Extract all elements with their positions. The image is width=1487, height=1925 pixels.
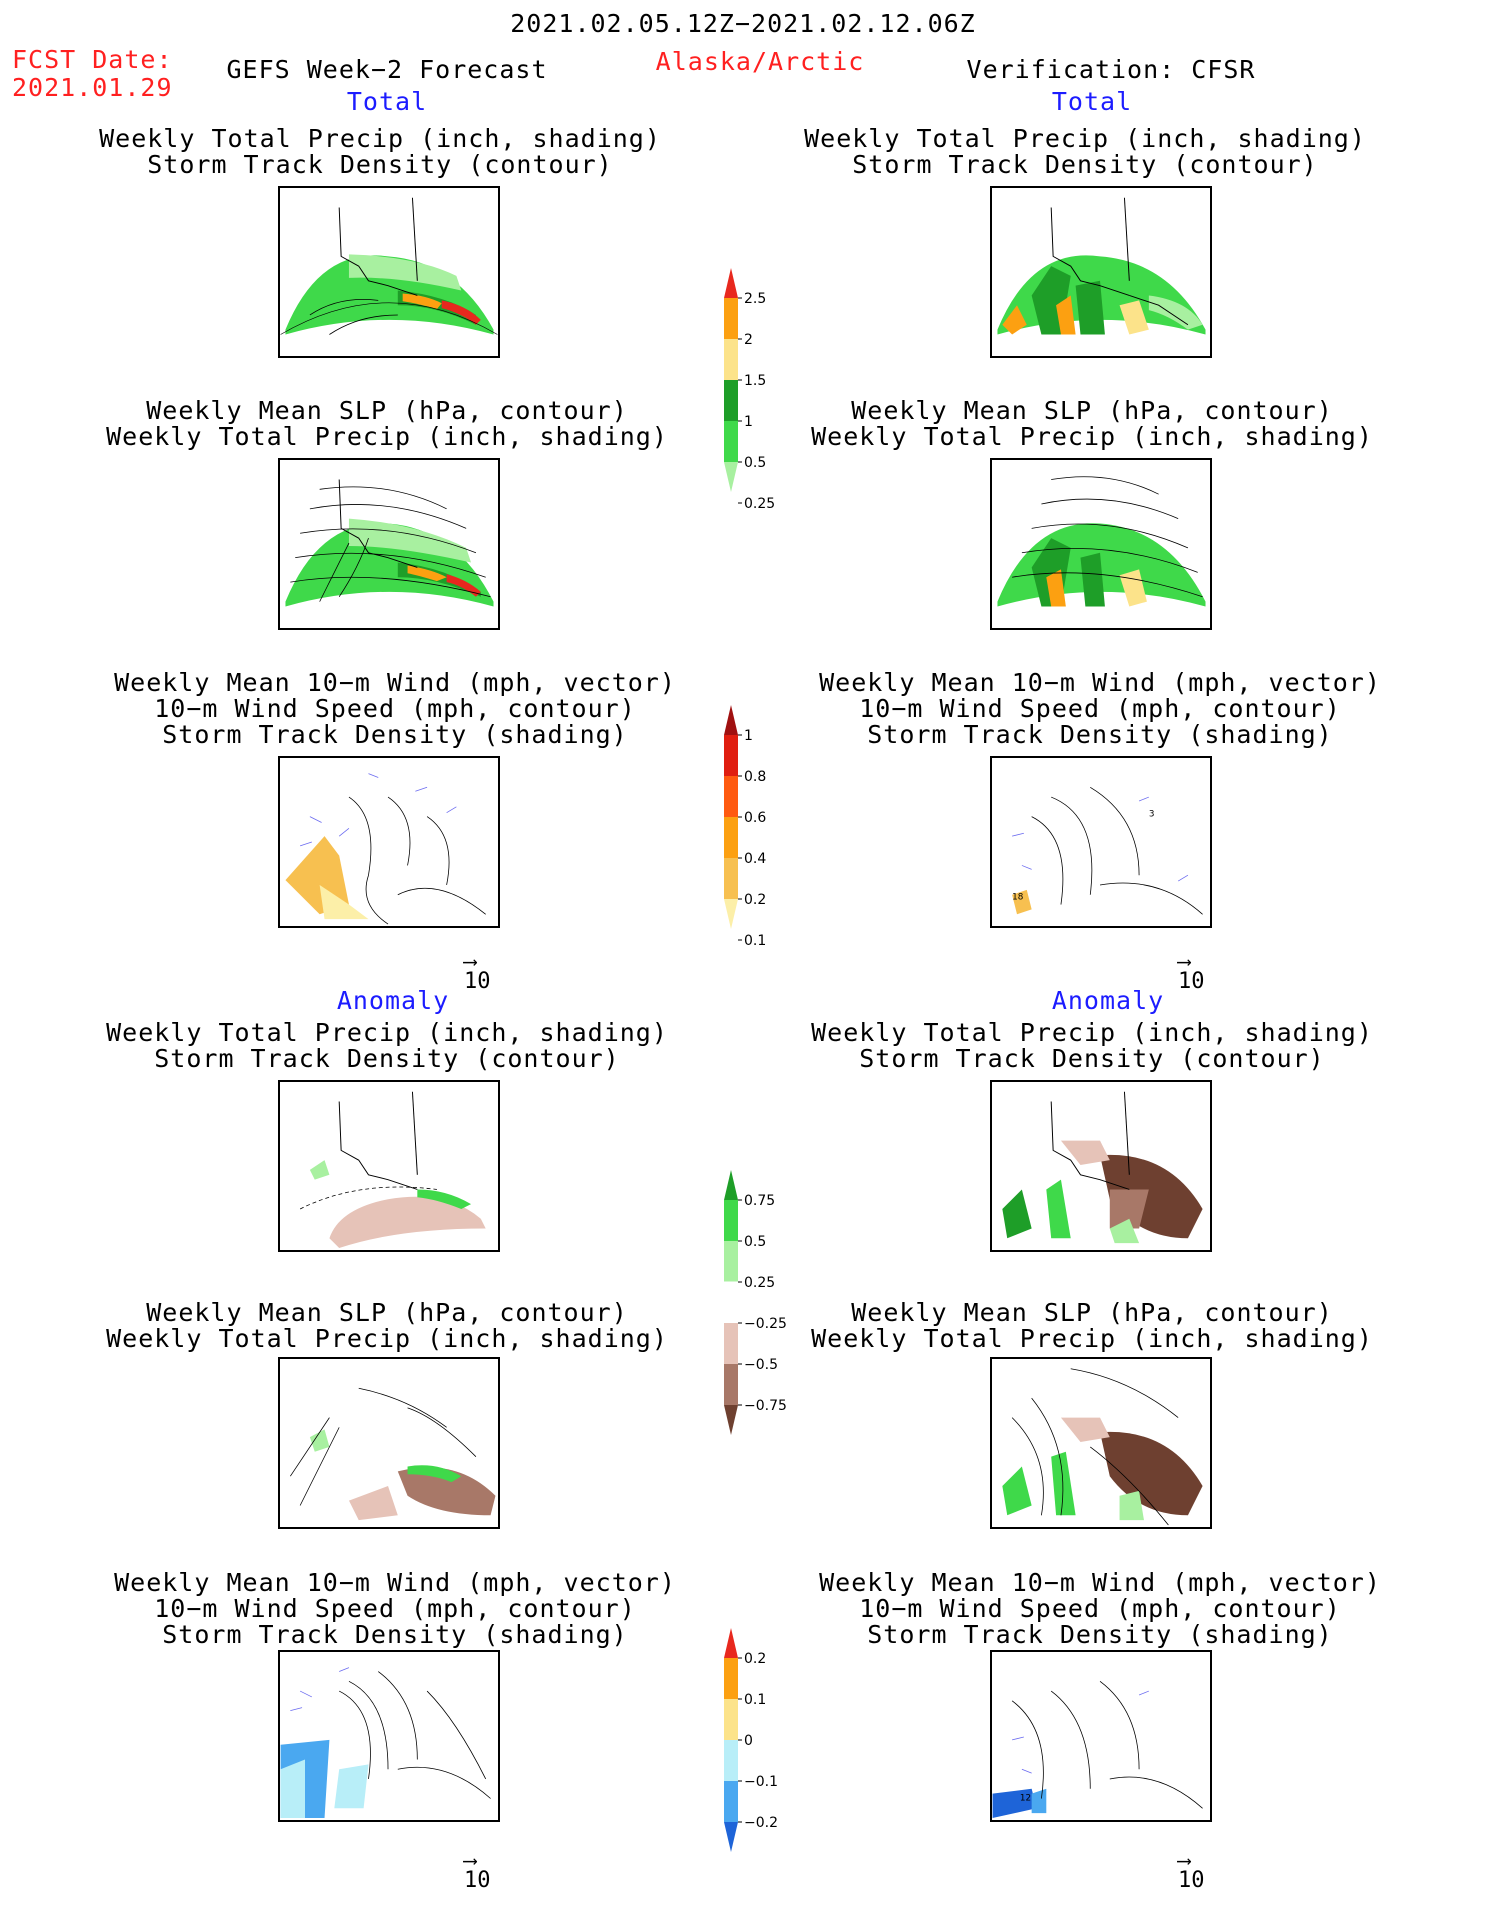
colorbar-segment [724, 1170, 738, 1200]
colorbar-segment [724, 1740, 738, 1781]
colorbar-tick-label: −0.1 [744, 1774, 778, 1790]
colorbar-segment [724, 421, 738, 462]
colorbar-segment [724, 1781, 738, 1822]
panel-title-obs-total-wind: Weekly Mean 10−m Wind (mph, vector) 10−m … [819, 668, 1381, 749]
map-fcst-total-precip [278, 186, 500, 358]
colorbar-segment [724, 339, 738, 380]
colorbar-total-track: 1 0.8 0.6 0.4 0.2 0.1 [722, 705, 802, 995]
colorbar-tick-label: −0.2 [744, 1815, 778, 1831]
map-obs-anom-precip [990, 1080, 1212, 1252]
colorbar-segment [724, 1822, 738, 1852]
map-obs-total-slp [990, 458, 1212, 630]
vector-arrow-icon: ⟶ [464, 1848, 477, 1872]
contour-label-18: 18 [1012, 893, 1023, 903]
map-obs-anom-slp [990, 1357, 1212, 1529]
map-obs-total-precip [990, 186, 1212, 358]
panel-title-obs-anom-slp: Weekly Mean SLP (hPa, contour) Weekly Tot… [811, 1298, 1373, 1353]
colorbar-tick-label: −0.5 [744, 1357, 778, 1373]
colorbar-tick-label: 0.5 [744, 1234, 766, 1250]
colorbar-segment [723, 1281, 739, 1324]
colorbar-segment [724, 268, 738, 298]
panel-title-fcst-anom-slp: Weekly Mean SLP (hPa, contour) Weekly Tot… [106, 1298, 668, 1353]
colorbar-tick-label: 2 [744, 332, 753, 348]
map-fcst-anom-slp [278, 1357, 500, 1529]
map-fcst-anom-precip [278, 1080, 500, 1252]
model-title: GEFS Week−2 Forecast [226, 55, 548, 84]
vector-ref-obs-total: ⟶ 10 [1178, 949, 1205, 994]
map-fcst-total-slp [278, 458, 500, 630]
colorbar-tick-label: 0.2 [744, 892, 766, 908]
vector-arrow-icon: ⟶ [1178, 1848, 1191, 1872]
region-title: Alaska/Arctic [655, 47, 865, 76]
colorbar-segment [724, 735, 738, 776]
panel-title-obs-total-precip: Weekly Total Precip (inch, shading) Storm… [804, 124, 1366, 179]
panel-title-fcst-anom-wind: Weekly Mean 10−m Wind (mph, vector) 10−m … [114, 1568, 676, 1649]
colorbar-tick-label: 0.8 [744, 769, 766, 785]
colorbar-tick-label: 2.5 [744, 291, 766, 307]
vector-ref-obs-anom: ⟶ 10 [1178, 1848, 1205, 1893]
colorbar-tick-label: −0.25 [744, 1316, 787, 1332]
colorbar-tick-label: 0.1 [744, 1692, 766, 1708]
colorbar-segment [724, 1405, 738, 1435]
panel-title-fcst-total-precip: Weekly Total Precip (inch, shading) Storm… [99, 124, 661, 179]
colorbar-segment [724, 1658, 738, 1699]
map-obs-anom-wind: 12 [990, 1650, 1212, 1822]
colorbar-tick-label: 1 [744, 414, 753, 430]
colorbar-tick-label: 0.1 [744, 933, 766, 949]
verification-title: Verification: CFSR [966, 55, 1256, 84]
colorbar-segment [724, 298, 738, 339]
colorbar-anom-precip: 0.75 0.5 0.25 −0.25 −0.5 −0.75 [722, 1170, 802, 1460]
vector-ref-fcst-total: ⟶ 10 [464, 949, 491, 994]
section-total-right: Total [1051, 87, 1133, 116]
colorbar-tick-label: 1 [744, 728, 753, 744]
colorbar-segment [724, 1323, 738, 1364]
contour-label-3: 3 [1149, 810, 1155, 820]
panel-title-obs-total-slp: Weekly Mean SLP (hPa, contour) Weekly Tot… [811, 396, 1373, 451]
colorbar-segment [724, 1200, 738, 1241]
colorbar-tick-label: 0.6 [744, 810, 766, 826]
map-fcst-total-wind [278, 756, 500, 928]
colorbar-tick-label: 1.5 [744, 373, 766, 389]
panel-title-obs-anom-precip: Weekly Total Precip (inch, shading) Storm… [811, 1018, 1373, 1073]
colorbar-segment [724, 858, 738, 899]
map-fcst-anom-wind [278, 1650, 500, 1822]
colorbar-tick-label: 0.4 [744, 851, 766, 867]
colorbar-tick-label: 0 [744, 1733, 753, 1749]
section-anomaly-left: Anomaly [336, 986, 450, 1015]
colorbar-total-precip: 2.5 2 1.5 1 0.5 0.25 [722, 268, 802, 558]
contour-label-12: 12 [1020, 1793, 1031, 1803]
vector-arrow-icon: ⟶ [1178, 949, 1191, 973]
colorbar-segment [724, 776, 738, 817]
map-obs-total-wind: 18 3 [990, 756, 1212, 928]
fcst-date-value: 2021.01.29 [12, 73, 173, 102]
colorbar-anom-track: 0.2 0.1 0 −0.1 −0.2 [722, 1628, 802, 1878]
colorbar-segment [724, 1241, 738, 1282]
colorbar-tick-label: 0.25 [744, 1275, 775, 1291]
panel-title-fcst-anom-precip: Weekly Total Precip (inch, shading) Storm… [106, 1018, 668, 1073]
section-total-left: Total [346, 87, 428, 116]
panel-title-obs-anom-wind: Weekly Mean 10−m Wind (mph, vector) 10−m … [819, 1568, 1381, 1649]
colorbar-tick-label: 0.5 [744, 455, 766, 471]
colorbar-tick-label: 0.2 [744, 1651, 766, 1667]
section-anomaly-right: Anomaly [1051, 986, 1165, 1015]
colorbar-segment [724, 1364, 738, 1405]
colorbar-segment [724, 899, 738, 929]
colorbar-segment [724, 462, 738, 492]
colorbar-segment [724, 1628, 738, 1658]
colorbar-tick-label: 0.25 [744, 496, 775, 512]
vector-arrow-icon: ⟶ [464, 949, 477, 973]
colorbar-tick-label: 0.75 [744, 1193, 775, 1209]
panel-title-fcst-total-wind: Weekly Mean 10−m Wind (mph, vector) 10−m … [114, 668, 676, 749]
colorbar-segment [724, 705, 738, 735]
period-title: 2021.02.05.12Z−2021.02.12.06Z [510, 9, 976, 38]
colorbar-segment [724, 380, 738, 421]
panel-title-fcst-total-slp: Weekly Mean SLP (hPa, contour) Weekly Tot… [106, 396, 668, 451]
colorbar-segment [724, 1699, 738, 1740]
colorbar-segment [724, 817, 738, 858]
vector-ref-fcst-anom: ⟶ 10 [464, 1848, 491, 1893]
fcst-date-label: FCST Date: [12, 45, 173, 74]
colorbar-tick-label: −0.75 [744, 1398, 787, 1414]
